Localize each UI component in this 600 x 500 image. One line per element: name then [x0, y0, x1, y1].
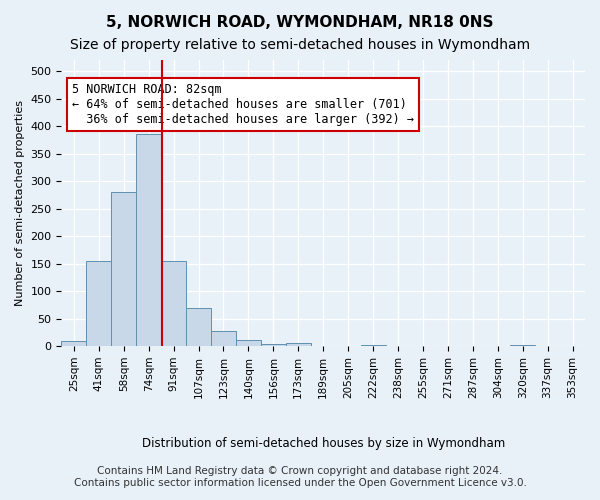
- Bar: [186, 308, 211, 346]
- Bar: [136, 134, 161, 346]
- Bar: [361, 344, 386, 346]
- Text: Contains HM Land Registry data © Crown copyright and database right 2024.
Contai: Contains HM Land Registry data © Crown c…: [74, 466, 526, 487]
- Y-axis label: Number of semi-detached properties: Number of semi-detached properties: [15, 100, 25, 306]
- Bar: [61, 341, 86, 346]
- Bar: [161, 261, 186, 346]
- Bar: [510, 344, 535, 346]
- Text: 5 NORWICH ROAD: 82sqm
← 64% of semi-detached houses are smaller (701)
  36% of s: 5 NORWICH ROAD: 82sqm ← 64% of semi-deta…: [72, 83, 414, 126]
- Bar: [111, 192, 136, 346]
- Bar: [211, 331, 236, 346]
- Bar: [236, 340, 261, 346]
- Bar: [86, 261, 111, 346]
- Text: 5, NORWICH ROAD, WYMONDHAM, NR18 0NS: 5, NORWICH ROAD, WYMONDHAM, NR18 0NS: [106, 15, 494, 30]
- Text: Size of property relative to semi-detached houses in Wymondham: Size of property relative to semi-detach…: [70, 38, 530, 52]
- Bar: [261, 344, 286, 346]
- Bar: [286, 343, 311, 346]
- X-axis label: Distribution of semi-detached houses by size in Wymondham: Distribution of semi-detached houses by …: [142, 437, 505, 450]
